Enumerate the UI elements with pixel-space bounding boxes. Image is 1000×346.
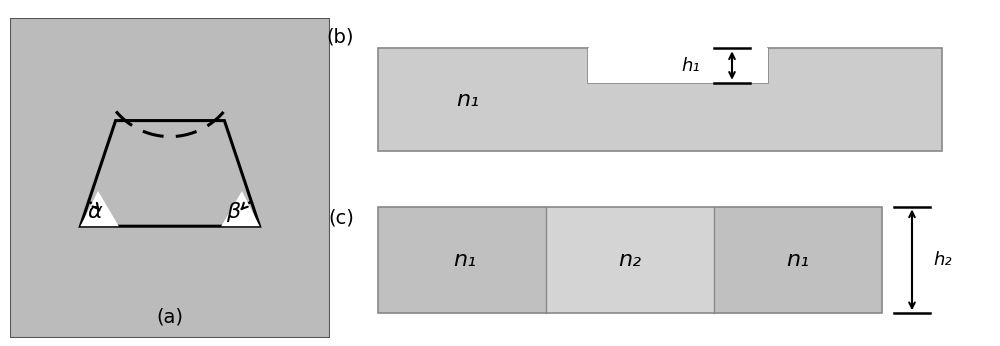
Text: n₂: n₂ <box>618 250 642 270</box>
Bar <box>378 207 882 313</box>
Bar <box>546 207 714 313</box>
Bar <box>714 207 882 313</box>
Text: n₁: n₁ <box>786 250 810 270</box>
Text: (b): (b) <box>326 28 354 46</box>
Bar <box>378 207 546 313</box>
Bar <box>378 48 588 151</box>
Text: (a): (a) <box>156 308 184 327</box>
Text: h₂: h₂ <box>933 251 952 269</box>
Polygon shape <box>221 191 260 226</box>
Text: (c): (c) <box>328 209 354 227</box>
Text: h₁: h₁ <box>681 56 700 75</box>
Text: β: β <box>226 202 240 222</box>
Bar <box>378 83 942 151</box>
Text: α: α <box>87 202 102 222</box>
Bar <box>588 48 768 83</box>
Text: n₁: n₁ <box>456 90 480 110</box>
Text: n₁: n₁ <box>454 250 477 270</box>
Polygon shape <box>80 191 119 226</box>
Bar <box>768 48 942 151</box>
